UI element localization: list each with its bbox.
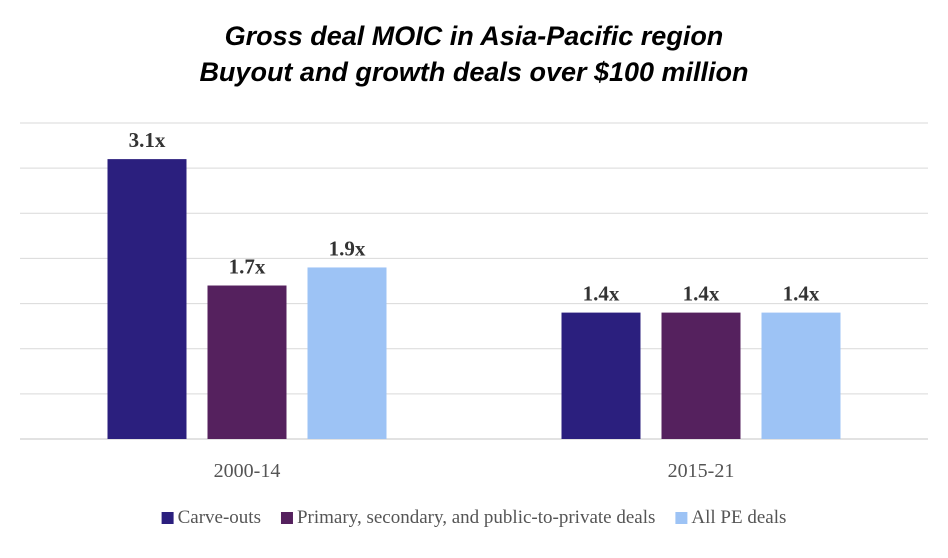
x-tick-label: 2000-14 (214, 460, 281, 482)
bar (761, 312, 841, 439)
legend-swatch (675, 512, 688, 524)
bar (207, 285, 287, 439)
bar (561, 312, 641, 439)
chart-title-line1: Gross deal MOIC in Asia-Pacific region (224, 21, 724, 51)
bar (661, 312, 741, 439)
chart-title: Gross deal MOIC in Asia-Pacific region B… (0, 18, 948, 90)
data-label: 1.9x (329, 236, 366, 260)
legend-label: Primary, secondary, and public-to-privat… (297, 507, 655, 528)
data-label: 3.1x (129, 128, 166, 152)
data-label: 1.4x (583, 282, 620, 306)
data-label: 1.7x (229, 255, 266, 279)
bar (107, 159, 187, 439)
data-label: 1.4x (683, 282, 720, 306)
legend-label: All PE deals (691, 507, 786, 528)
bar (307, 267, 387, 439)
legend-swatch (161, 512, 174, 524)
chart-subtitle: Buyout and growth deals over $100 millio… (199, 57, 749, 87)
legend-swatch (280, 512, 293, 524)
data-label: 1.4x (783, 282, 820, 306)
x-tick-label: 2015-21 (668, 460, 735, 482)
legend-label: Carve-outs (178, 507, 261, 528)
